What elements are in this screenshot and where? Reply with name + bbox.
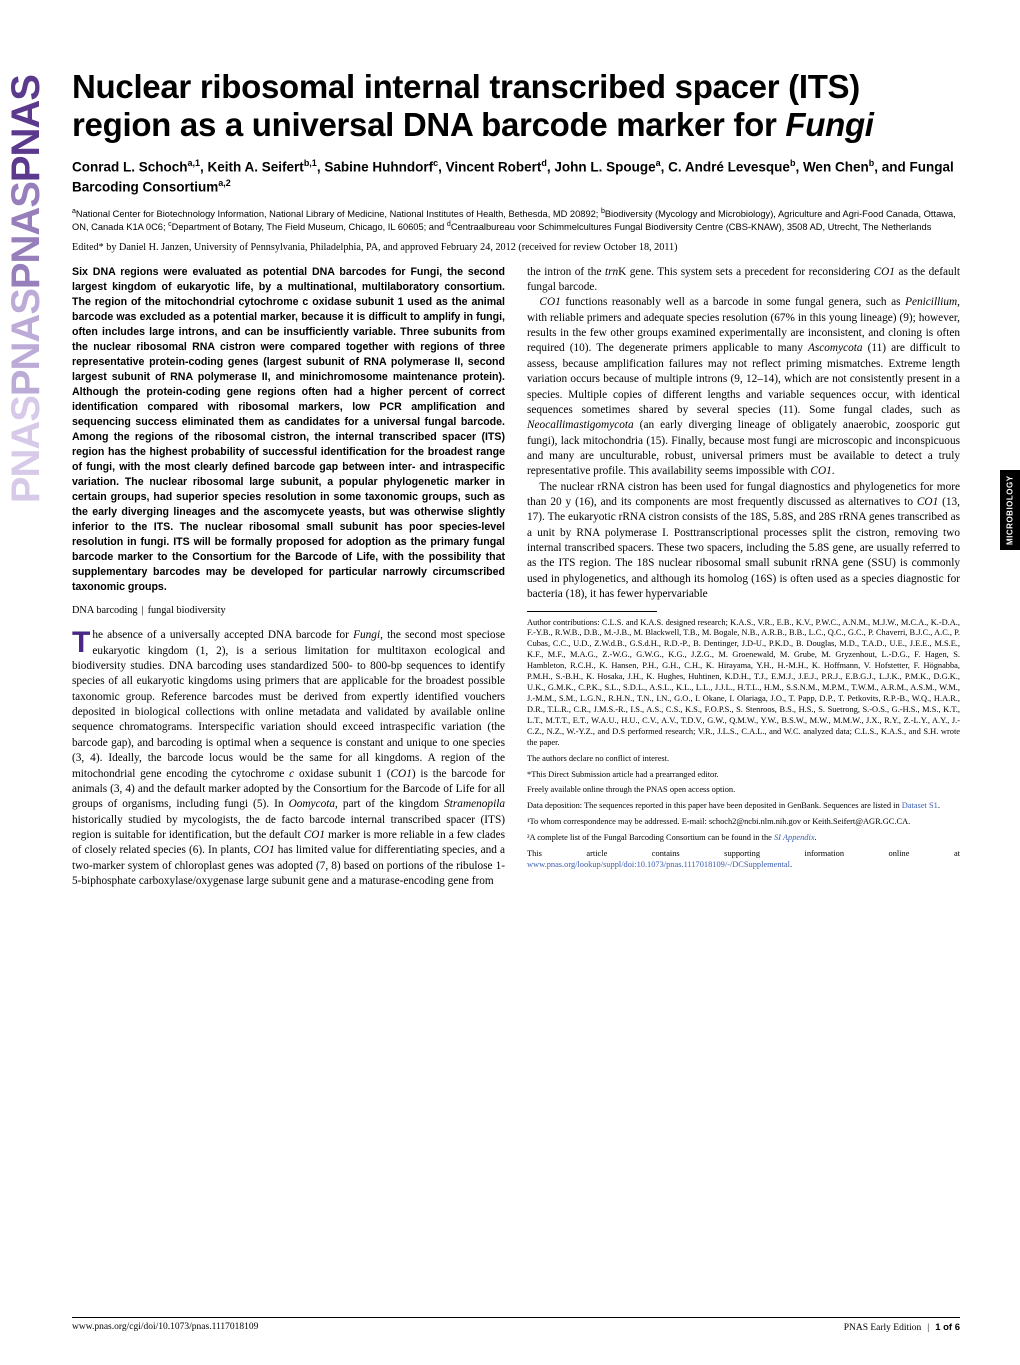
direct-submission: *This Direct Submission article had a pr… <box>527 770 960 781</box>
author-contributions-block: Author contributions: C.L.S. and K.A.S. … <box>527 618 960 871</box>
edited-by: Edited* by Daniel H. Janzen, University … <box>72 241 960 254</box>
supporting-info: This article contains supporting informa… <box>527 849 960 871</box>
dataset-link[interactable]: Dataset S1 <box>902 801 938 810</box>
pnas-logo: PNAS <box>6 396 46 503</box>
open-access: Freely available online through the PNAS… <box>527 785 960 796</box>
right-column: the intron of the trnK gene. This system… <box>527 265 960 890</box>
author-list: Conrad L. Schocha,1, Keith A. Seifertb,1… <box>72 157 960 196</box>
si-link[interactable]: www.pnas.org/lookup/suppl/doi:10.1073/pn… <box>527 860 790 869</box>
affiliations: aNational Center for Biotechnology Infor… <box>72 207 960 234</box>
section-tab: MICROBIOLOGY <box>1000 470 1020 550</box>
page-content: Nuclear ribosomal internal transcribed s… <box>72 68 960 889</box>
si-appendix-link[interactable]: SI Appendix <box>774 833 815 842</box>
intro-body: The absence of a universally accepted DN… <box>72 628 505 889</box>
keyword: fungal biodiversity <box>148 605 226 616</box>
keyword-sep: | <box>142 605 144 616</box>
correspondence: ¹To whom correspondence may be addressed… <box>527 817 960 828</box>
pnas-logo: PNAS <box>6 289 46 396</box>
keyword: DNA barcoding <box>72 605 138 616</box>
left-column: Six DNA regions were evaluated as potent… <box>72 265 505 890</box>
conflict-statement: The authors declare no conflict of inter… <box>527 754 960 765</box>
pnas-logo: PNAS <box>6 75 46 182</box>
abstract: Six DNA regions were evaluated as potent… <box>72 265 505 596</box>
data-deposition: Data deposition: The sequences reported … <box>527 801 960 812</box>
journal-side-logos: PNAS PNAS PNAS PNAS <box>0 75 52 1365</box>
consortium-note: ²A complete list of the Fungal Barcoding… <box>527 833 960 844</box>
two-column-body: Six DNA regions were evaluated as potent… <box>72 265 960 890</box>
footer-doi: www.pnas.org/cgi/doi/10.1073/pnas.111701… <box>72 1322 258 1333</box>
article-title: Nuclear ribosomal internal transcribed s… <box>72 68 960 143</box>
page-footer: www.pnas.org/cgi/doi/10.1073/pnas.111701… <box>72 1317 960 1333</box>
body-continued: the intron of the trnK gene. This system… <box>527 265 960 603</box>
keywords: DNA barcoding | fungal biodiversity <box>72 605 505 616</box>
pnas-logo: PNAS <box>6 182 46 289</box>
author-contributions: Author contributions: C.L.S. and K.A.S. … <box>527 618 960 749</box>
contrib-divider <box>527 611 657 612</box>
footer-page: PNAS Early Edition|1 of 6 <box>844 1322 960 1333</box>
